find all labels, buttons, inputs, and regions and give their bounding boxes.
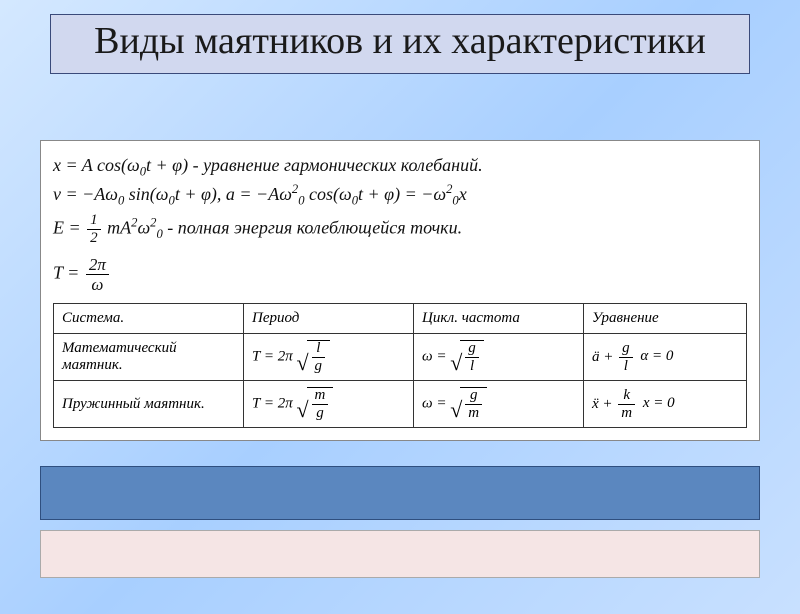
table-row: Пружинный маятник. T = 2π √mg ω = √gm ẍ … [54,381,747,428]
slide: Виды маятников и их характеристики x = A… [0,14,800,614]
col-period: Период [244,304,414,334]
table-row: Математический маятник. T = 2π √lg ω = √… [54,334,747,381]
col-equation: Уравнение [584,304,747,334]
equation-displacement: x = A cos(ω0t + φ) - уравнение гармониче… [53,155,747,176]
pendulum-table: Система. Период Цикл. частота Уравнение … [53,303,747,428]
content-card: x = A cos(ω0t + φ) - уравнение гармониче… [40,140,760,441]
col-frequency: Цикл. частота [414,304,584,334]
table-header-row: Система. Период Цикл. частота Уравнение [54,304,747,334]
equation-period: T = 2πω [53,256,747,293]
cell-frequency: ω = √gl [414,334,584,381]
cell-period: T = 2π √mg [244,381,414,428]
cell-period: T = 2π √lg [244,334,414,381]
cell-equation: ä + gl α = 0 [584,334,747,381]
equation-velocity-acceleration: v = −Aω0 sin(ω0t + φ), a = −Aω20 cos(ω0t… [53,184,747,205]
pink-overlay-bar [40,530,760,578]
cell-system: Математический маятник. [54,334,244,381]
blue-overlay-bar [40,466,760,520]
equation-energy: E = 12 mA2ω20 - полная энергия колеблюще… [53,213,747,246]
cell-frequency: ω = √gm [414,381,584,428]
slide-title: Виды маятников и их характеристики [50,14,750,74]
cell-equation: ẍ + km x = 0 [584,381,747,428]
col-system: Система. [54,304,244,334]
cell-system: Пружинный маятник. [54,381,244,428]
